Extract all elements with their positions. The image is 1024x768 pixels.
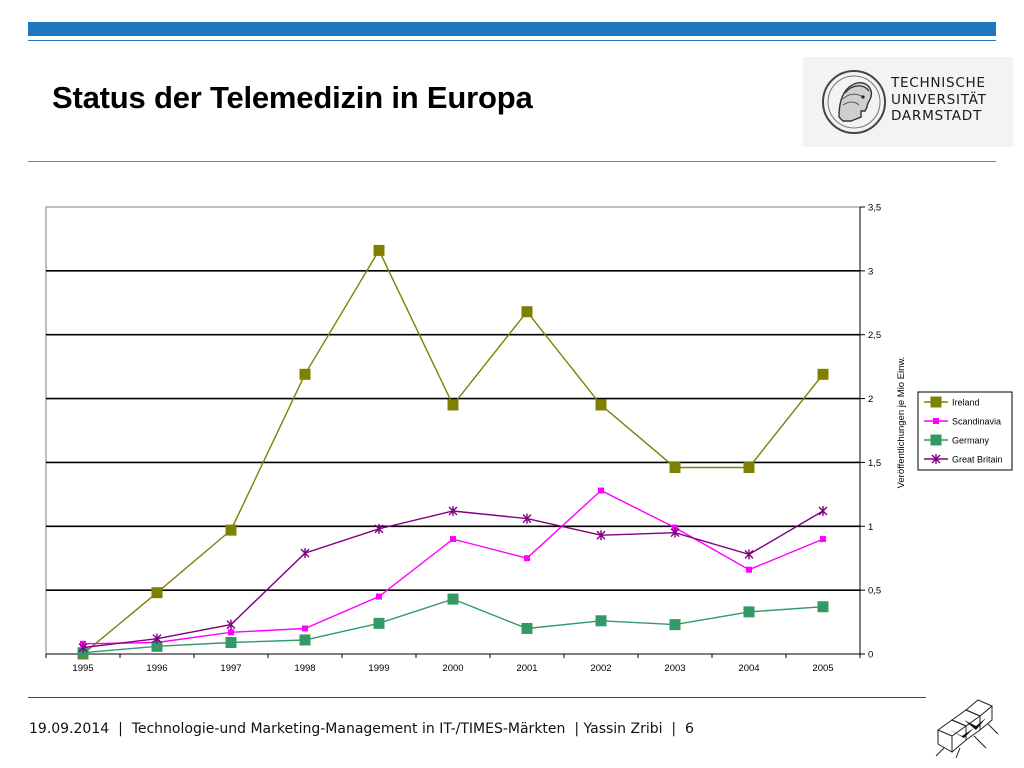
data-point-great-britain [448,505,458,516]
footer-course: Technologie-und Marketing-Management in … [131,721,566,737]
footer-separator: | [671,721,677,737]
data-point-scandinavia [302,625,308,632]
legend-marker-great-britain [931,454,941,464]
data-point-great-britain [300,548,310,559]
logo-line: TECHNISCHE [891,75,986,91]
x-tick-label: 2000 [442,663,463,674]
legend-marker-germany [930,434,942,446]
telemedicine-line-chart: 0 0,5 1 1,5 2 2,5 3 3,5 Veröffentlichungen je Mi… [45,203,1013,674]
header-accent-line [28,40,996,41]
y-tick-label: 2,5 [868,330,881,341]
legend-label-ireland: Ireland [952,398,980,408]
page-title: Status der Telemedizin in Europa [52,80,533,115]
data-point-germany [447,593,459,605]
x-tick-label: 1998 [294,663,315,674]
x-tick-label: 1995 [72,663,93,674]
data-point-scandinavia [450,536,456,543]
athena-seal-icon [822,70,886,134]
footer: 19.09.2014 | Technologie-und Marketing-M… [29,721,694,737]
footer-page-number: 6 [685,721,694,737]
logo-line: DARMSTADT [891,108,982,124]
data-point-ireland [299,368,311,380]
y-tick-label: 0 [868,650,873,661]
data-point-great-britain [152,633,162,644]
legend-marker-ireland [930,396,942,408]
data-point-ireland [595,399,607,411]
footer-separator: | [118,721,123,737]
x-tick-label: 1997 [220,663,241,674]
legend-label-great-britain: Great Britain [952,455,1003,465]
legend-label-scandinavia: Scandinavia [952,417,1001,427]
data-point-scandinavia [672,524,678,531]
data-point-great-britain [78,642,88,653]
logo-line: UNIVERSITÄT [891,91,987,108]
x-tick-label: 1996 [146,663,167,674]
x-tick-label: 1999 [368,663,389,674]
y-tick-label: 1 [868,522,873,533]
data-point-ireland [225,524,237,536]
y-tick-label: 3,5 [868,203,881,214]
data-point-germany [521,622,533,634]
x-tick-label: 2002 [590,663,611,674]
data-point-germany [595,615,607,627]
cube-structure-logo-icon [935,699,999,759]
data-point-great-britain [596,530,606,541]
data-point-great-britain [744,549,754,560]
y-tick-label: 0,5 [868,586,881,597]
x-tick-label: 2001 [516,663,537,674]
data-point-scandinavia [376,593,382,600]
y-axis-label: Veröffentlichungen je Mio Einw. [896,357,907,489]
data-point-ireland [817,368,829,380]
y-tick-label: 1,5 [868,458,881,469]
data-point-germany [373,617,385,629]
data-point-great-britain [670,527,680,538]
data-point-ireland [447,399,459,411]
x-tick-label: 2005 [812,663,833,674]
logo-wordmark: TECHNISCHE UNIVERSITÄT DARMSTADT [891,75,987,125]
y-tick-label: 2 [868,394,873,405]
data-point-germany [817,601,829,613]
data-point-great-britain [522,513,532,524]
x-tick-label: 2004 [738,663,759,674]
data-point-ireland [743,462,755,474]
data-point-germany [225,637,237,649]
data-point-scandinavia [598,487,604,494]
data-point-ireland [151,587,163,599]
x-tick-label: 2003 [664,663,685,674]
data-point-germany [669,619,681,631]
footer-separator: | [574,721,580,737]
data-point-scandinavia [746,566,752,573]
data-point-scandinavia [228,629,234,636]
footer-author: Yassin Zribi [583,721,663,737]
data-point-great-britain [226,619,236,630]
footer-date: 19.09.2014 [29,721,110,737]
header-accent-bar [28,22,996,36]
data-point-ireland [373,244,385,256]
legend-label-germany: Germany [952,436,990,446]
data-point-scandinavia [820,536,826,543]
tu-darmstadt-logo: TECHNISCHE UNIVERSITÄT DARMSTADT [803,57,1013,147]
data-point-germany [299,634,311,646]
legend-marker-scandinavia [933,418,939,424]
data-point-germany [743,606,755,618]
y-tick-label: 3 [868,266,873,277]
data-point-scandinavia [524,555,530,562]
title-divider [28,161,996,162]
data-point-ireland [521,306,533,318]
footer-divider [28,697,926,698]
plot-area [45,206,861,655]
data-point-great-britain [374,523,384,534]
data-point-great-britain [818,505,828,516]
data-point-ireland [669,462,681,474]
